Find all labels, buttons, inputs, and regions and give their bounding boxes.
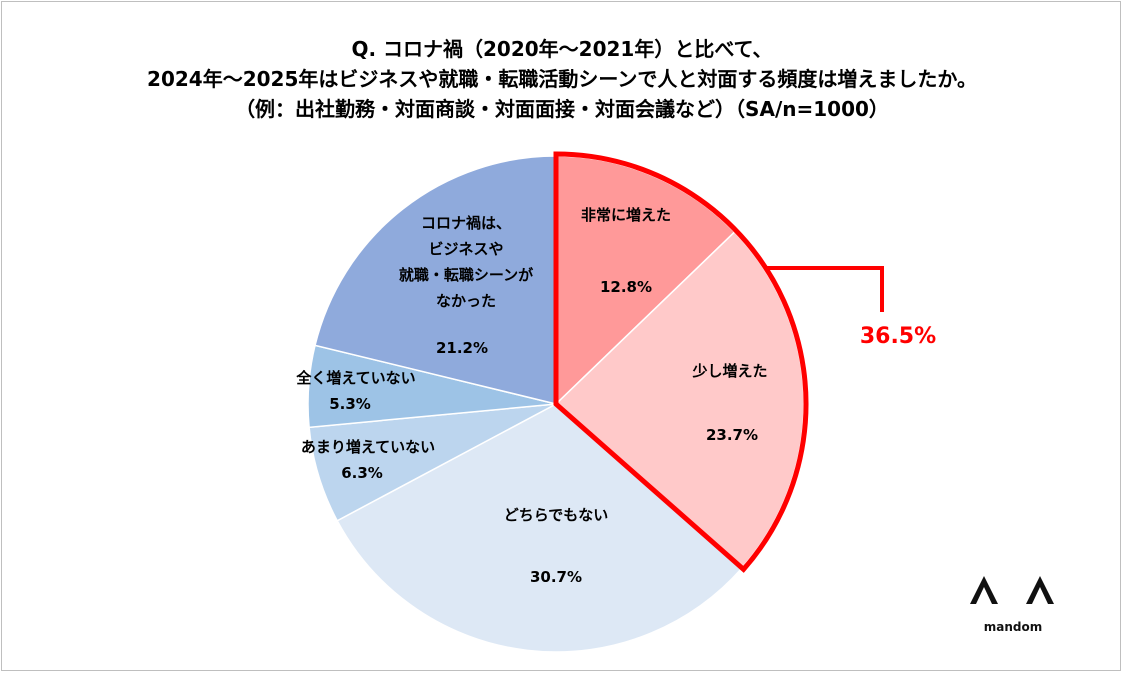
slice-label-6-line-4: なかった (436, 292, 496, 310)
slice-label-6-line-3: 就職・転職シーンが (399, 266, 534, 284)
highlight-outline (553, 151, 809, 573)
callout-connector (766, 266, 884, 312)
title-line-3: （例：出社勤務・対面商談・対面面接・対面会議など）（SA/n=1000） (235, 97, 889, 121)
slice-label-6-line-2: ビジネスや (428, 240, 503, 258)
slice-label-2-line-1: 少し増えた (691, 362, 767, 380)
title-line-1: Q. コロナ禍（2020年～2021年）と比べて、 (351, 37, 773, 61)
slice-label-4-line-1: あまり増えていない (301, 438, 435, 456)
highlight-total-label: 36.5% (860, 324, 936, 349)
chart-title: Q. コロナ禍（2020年～2021年）と比べて、 2024年～2025年はビジ… (0, 34, 1124, 124)
slice-value-6: 21.2% (436, 339, 488, 357)
pie-slice-3 (336, 403, 744, 653)
slice-label-1-line-1: 非常に増えた (581, 206, 671, 224)
title-line-2: 2024年～2025年はビジネスや就職・転職活動シーンで人と対面する頻度は増えま… (147, 67, 977, 91)
pie-slice-6 (314, 155, 557, 405)
slice-value-1: 12.8% (600, 278, 652, 296)
mandom-logo: mandom (968, 570, 1058, 640)
slice-value-4: 6.3% (341, 464, 383, 482)
slice-value-3: 30.7% (530, 568, 582, 586)
mandom-wordmark: mandom (983, 620, 1043, 634)
slice-value-5: 5.3% (329, 395, 371, 413)
slice-label-6-line-1: コロナ禍は、 (421, 214, 511, 232)
mandom-mark-icon (970, 576, 1054, 604)
slice-label-3-line-1: どちらでもない (504, 506, 609, 524)
slice-value-2: 23.7% (706, 426, 758, 444)
slice-label-5-line-1: 全く増えていない (295, 369, 415, 387)
